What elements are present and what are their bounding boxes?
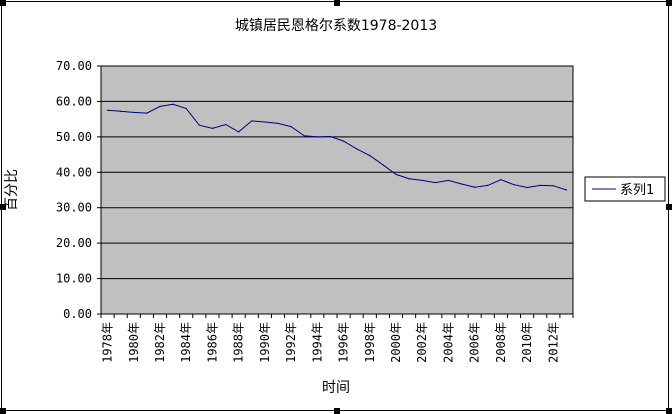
data-point <box>172 103 174 105</box>
x-tick-label: 2010年 <box>520 322 534 363</box>
data-point <box>159 105 161 107</box>
data-point <box>106 109 109 111</box>
data-point <box>356 148 358 150</box>
plot-area[interactable] <box>100 65 574 315</box>
data-point <box>539 184 541 186</box>
x-tick-label: 2006年 <box>468 322 482 363</box>
resize-handle-bottom-center[interactable] <box>334 408 340 414</box>
data-point <box>460 183 463 185</box>
x-tick-label: 1998年 <box>363 322 377 363</box>
data-point <box>369 155 371 157</box>
x-tick-label: 1980年 <box>127 322 141 363</box>
x-tick-label: 1984年 <box>179 322 193 363</box>
y-axis-label: 百分比 <box>4 169 20 211</box>
data-point <box>487 184 489 186</box>
x-tick-label: 2012年 <box>546 322 560 363</box>
data-point <box>277 122 279 124</box>
resize-handle-bottom-left[interactable] <box>0 408 6 414</box>
resize-handle-middle-left[interactable] <box>0 204 6 210</box>
x-tick-label: 1990年 <box>258 322 272 363</box>
resize-handle-bottom-right[interactable] <box>666 408 672 414</box>
data-point <box>500 179 502 181</box>
data-point <box>290 125 292 128</box>
y-tick-label: 20.00 <box>56 236 92 250</box>
chart-title: 城镇居民恩格尔系数1978-2013 <box>235 18 437 34</box>
y-tick-label: 40.00 <box>56 165 92 179</box>
y-tick-label: 60.00 <box>56 94 92 108</box>
x-tick-label: 1992年 <box>284 322 298 363</box>
x-axis-label: 时间 <box>322 380 350 396</box>
data-point <box>133 111 135 114</box>
series-lines <box>106 103 568 191</box>
legend-label: 系列1 <box>620 183 654 198</box>
x-tick-label: 1996年 <box>337 322 351 363</box>
data-point <box>565 189 568 191</box>
data-point <box>120 110 122 112</box>
data-point <box>526 186 528 189</box>
legend[interactable]: 系列1 <box>584 176 666 202</box>
data-point <box>329 135 332 138</box>
x-tick-label: 1988年 <box>232 322 246 363</box>
x-tick-label: 1994年 <box>310 322 324 363</box>
resize-handle-top-left[interactable] <box>0 0 6 6</box>
data-point <box>408 178 410 180</box>
x-axis-ticks: 1978年 1980年 1982年 1984年 1986年 1988年 1990年 1992年… <box>100 314 574 363</box>
data-point <box>474 186 476 188</box>
resize-handle-top-right[interactable] <box>666 0 672 6</box>
data-point <box>303 135 305 137</box>
x-tick-label: 1986年 <box>205 322 219 363</box>
data-point <box>421 179 423 182</box>
y-tick-label: 50.00 <box>56 130 92 144</box>
data-point <box>251 120 253 122</box>
resize-handle-middle-right[interactable] <box>666 204 672 210</box>
x-tick-label: 2004年 <box>441 322 455 363</box>
legend-box <box>584 176 666 202</box>
x-tick-label: 1982年 <box>153 322 167 363</box>
data-point <box>238 131 240 133</box>
data-point <box>552 185 554 187</box>
gridlines <box>101 100 573 280</box>
resize-handle-top-center[interactable] <box>334 0 340 6</box>
data-point <box>264 121 266 123</box>
data-point <box>224 123 227 126</box>
y-tick-label: 30.00 <box>56 201 92 215</box>
y-tick-label: 10.00 <box>56 272 92 286</box>
series-line[interactable] <box>107 103 567 191</box>
data-point <box>447 179 450 182</box>
y-axis-ticks: 0.00 10.00 20.00 30.00 40.00 50.00 60.00 70.00 <box>56 59 101 321</box>
x-tick-label: 1978年 <box>101 322 115 363</box>
y-tick-label: 70.00 <box>56 59 92 73</box>
data-point <box>342 140 345 142</box>
y-tick-label: 0.00 <box>63 307 92 321</box>
data-point <box>211 127 214 129</box>
x-tick-label: 2000年 <box>389 322 403 363</box>
data-point <box>395 173 397 176</box>
data-point <box>316 136 318 138</box>
x-tick-label: 2002年 <box>415 322 429 363</box>
data-point <box>382 164 384 166</box>
x-tick-label: 2008年 <box>494 322 508 363</box>
data-point <box>434 181 436 184</box>
data-point <box>146 112 148 114</box>
data-point <box>513 184 515 186</box>
data-point <box>198 124 200 126</box>
data-point <box>185 107 187 110</box>
